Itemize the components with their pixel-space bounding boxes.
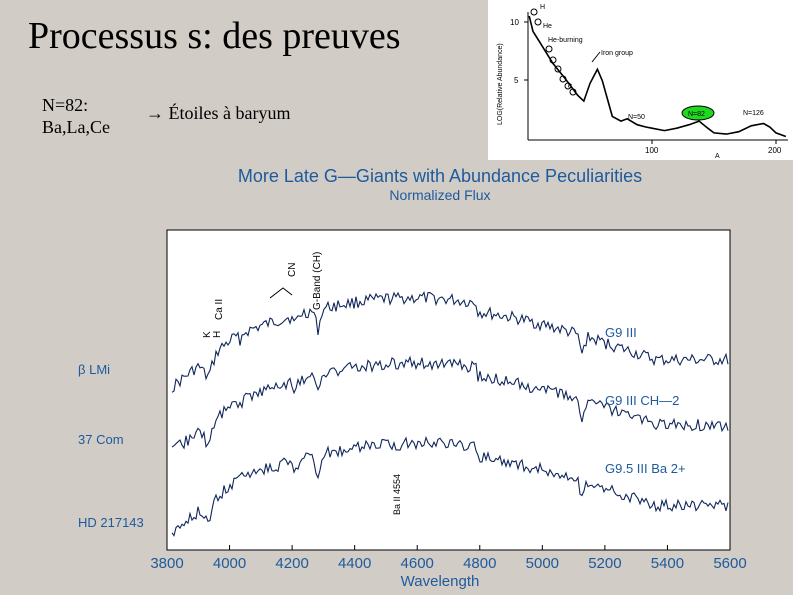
spectrum-x-axis: 3800 4000 4200 4400 4600 4800 5000 5200 5400 5600 [150,545,747,572]
label-n82: N=82 [688,111,705,118]
spectrum-subtitle: Normalized Flux [389,187,491,203]
abundance-xtick-100: 100 [645,146,659,155]
barium-stars-label: → Étoiles à baryum [146,103,291,123]
type-label-g9-5-iii-ba: G9.5 III Ba 2+ [605,461,686,476]
star-label-hd-217143: HD 217143 [78,515,144,530]
type-label-g9-iii-ch2: G9 III CH—2 [605,393,679,408]
spectrum-plot-area [166,229,731,551]
star-label-37-com: 37 Com [78,432,124,447]
star-label-beta-lmi: β LMi [78,362,111,377]
line-label-cn: CN [287,263,298,277]
cn-bracket [269,287,293,299]
x-tick-label: 5600 [713,555,746,572]
label-h: H [540,4,545,11]
label-iron-group: Iron group [601,50,633,57]
label-n50: N=50 [628,114,645,121]
spectrum-line-g9-5-iii-ba [171,435,729,537]
x-tick-label: 4400 [338,555,371,572]
x-tick-label: 4000 [213,555,246,572]
slide-title: Processus s: des preuves [28,15,401,57]
line-label-ba2: Ba II 4554 [392,474,402,515]
x-tick-label: 3800 [150,555,183,572]
x-tick-label: 4200 [275,555,308,572]
line-label-k: K [202,331,213,338]
line-label-gband: G-Band (CH) [312,252,323,310]
label-he: He [543,23,552,30]
label-n126: N=126 [743,110,764,117]
label-alpha: α [568,81,573,90]
x-tick-label: 4600 [401,555,434,572]
abundance-ytick-10: 10 [510,18,519,27]
neutron-number-label: N=82: [42,95,89,115]
abundance-ytick-5: 5 [514,76,519,85]
isotope-markers [530,8,577,96]
type-label-g9-iii: G9 III [605,325,637,340]
spectrum-chart: 3800 4000 4200 4400 4600 4800 5000 5200 5400 5600… [150,229,747,572]
abundance-curve [528,15,787,138]
line-label-h: H [212,331,223,338]
abundance-inset-chart: LOG(Relative Abundance) 10 5 100 200 H H… [488,0,793,160]
x-tick-label: 5200 [588,555,621,572]
spectrum-line-g9-iii-ch2 [171,355,729,450]
elements-label: Ba,La,Ce [42,117,110,137]
x-tick-label: 5000 [526,555,559,572]
abundance-xtick-200: 200 [768,146,782,155]
line-label-ca2: Ca II [214,299,225,320]
abundance-ylabel: LOG(Relative Abundance) [497,43,504,125]
spectrum-title: More Late G—Giants with Abundance Peculi… [237,166,643,186]
x-tick-label: 5400 [651,555,684,572]
label-he-burning: He-burning [548,37,583,44]
x-tick-label: 4800 [463,555,496,572]
spectrum-xlabel: Wavelength [400,573,480,590]
spectrum-line-g9-iii [171,291,729,393]
label-a: A [715,153,720,160]
n82-highlight [681,105,715,121]
